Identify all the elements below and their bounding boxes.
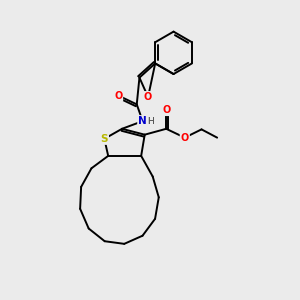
Text: S: S xyxy=(100,134,108,144)
Text: H: H xyxy=(148,117,154,126)
Text: S: S xyxy=(100,134,108,144)
Text: N: N xyxy=(138,116,147,126)
Text: O: O xyxy=(162,105,170,115)
Text: O: O xyxy=(181,133,189,142)
Text: O: O xyxy=(162,105,170,115)
Text: O: O xyxy=(144,92,152,102)
Text: H: H xyxy=(148,117,154,126)
Text: O: O xyxy=(181,133,189,142)
Text: O: O xyxy=(114,91,122,100)
Text: N: N xyxy=(138,116,147,126)
Text: O: O xyxy=(144,92,152,102)
Text: O: O xyxy=(114,91,122,100)
